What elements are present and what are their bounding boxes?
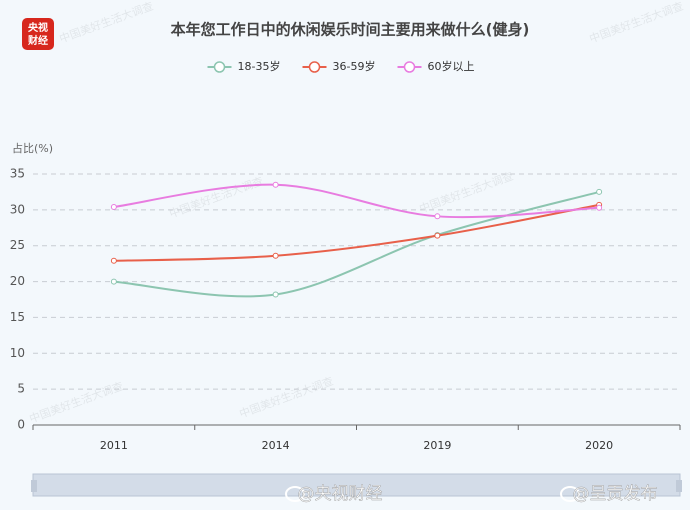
logo-text: 央视 — [28, 21, 48, 34]
data-point — [110, 278, 117, 285]
y-tick-label: 25 — [10, 238, 25, 252]
data-point — [110, 257, 117, 264]
watermark: 中国美好生活大调查 — [167, 174, 265, 221]
watermark: 中国美好生活大调查 — [587, 0, 685, 46]
logo-box — [22, 18, 54, 50]
watermark: 中国美好生活大调查 — [417, 169, 515, 216]
weibo-icon — [285, 486, 305, 502]
legend-label: 36-59岁 — [333, 59, 376, 73]
x-tick-label: 2014 — [262, 439, 290, 452]
x-tick-label: 2011 — [100, 439, 128, 452]
y-tick-label: 30 — [10, 202, 25, 216]
data-point — [272, 252, 279, 259]
series-line — [113, 190, 600, 298]
credit: @呈贡发布 — [573, 484, 658, 504]
weibo-icon — [560, 486, 580, 502]
watermark: 中国美好生活大调查 — [27, 379, 125, 426]
data-point — [596, 204, 603, 211]
y-tick-label: 5 — [17, 382, 25, 396]
y-tick-label: 0 — [17, 418, 25, 432]
legend-label: 18-35岁 — [238, 59, 281, 73]
data-point — [272, 291, 279, 298]
chart-title: 本年您工作日中的休闲娱乐时间主要用来做什么(健身) — [171, 21, 530, 39]
legend-label: 60岁以上 — [428, 59, 475, 73]
data-point — [434, 232, 441, 239]
data-point — [272, 181, 279, 188]
data-point — [110, 203, 117, 210]
data-point — [434, 213, 441, 220]
logo-text: 财经 — [27, 34, 48, 47]
watermark: 中国美好生活大调查 — [57, 0, 155, 46]
x-tick-label: 2019 — [423, 439, 451, 452]
credit: @央视财经 — [298, 484, 383, 504]
legend-marker — [403, 61, 416, 73]
y-tick-label: 10 — [10, 346, 25, 360]
slider-handle[interactable] — [31, 480, 37, 492]
slider-handle[interactable] — [676, 480, 682, 492]
legend-marker — [213, 61, 226, 73]
series-line — [113, 203, 600, 262]
y-tick-label: 15 — [10, 310, 25, 324]
data-point — [596, 188, 603, 195]
y-tick-label: 20 — [10, 274, 25, 288]
y-axis-label: 占比(%) — [12, 141, 53, 155]
legend-marker — [308, 61, 321, 73]
x-tick-label: 2020 — [585, 439, 613, 452]
y-tick-label: 35 — [10, 167, 25, 181]
watermark: 中国美好生活大调查 — [237, 374, 335, 421]
series-line — [113, 183, 600, 219]
